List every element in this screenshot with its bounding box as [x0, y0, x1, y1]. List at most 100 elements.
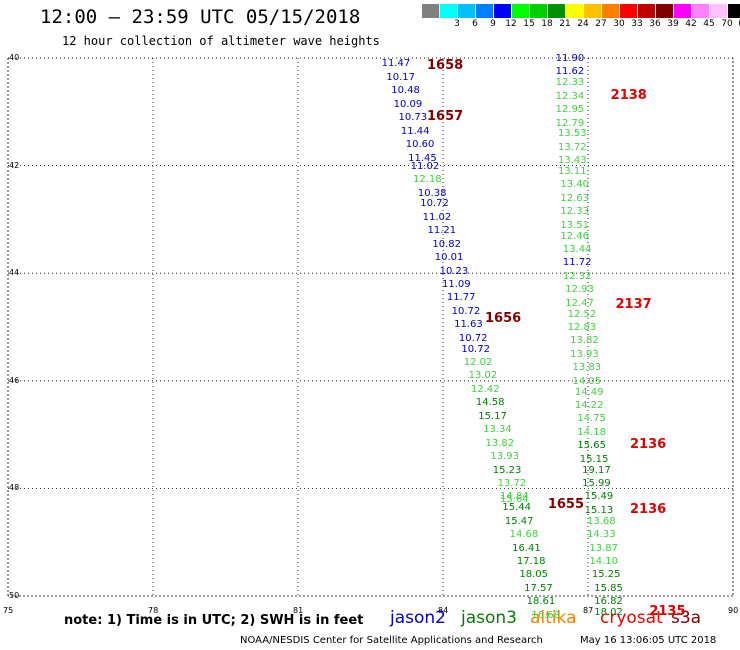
jason3-wave-height-value: 12.93: [565, 284, 594, 296]
jason3-wave-height-value: 13.11: [558, 165, 587, 177]
jason3-wave-height-value: 14.10: [589, 556, 619, 568]
jason2-wave-height-value: 11.44: [400, 125, 430, 137]
jason2-wave-height-value: 10.72: [458, 332, 488, 344]
jason3-wave-height-value: 12.52: [567, 308, 597, 320]
jason3-wave-height-value: 15.65: [577, 440, 606, 452]
legend-swatch: 39: [655, 4, 679, 31]
jason3-wave-height-value: 12.46: [560, 230, 590, 242]
jason3-wave-height-value: 13.93: [570, 348, 599, 360]
legend-label: 6: [472, 19, 478, 29]
jason2-wave-height-value: 10.23: [439, 265, 469, 277]
legend-label: 15: [523, 19, 535, 29]
jason3-wave-height-value: 12.63: [560, 192, 590, 204]
jason2-wave-height-value: 10.73: [398, 112, 428, 124]
jason2-wave-height-value: 10.09: [393, 98, 423, 110]
longitude-tick-label: 87: [583, 606, 594, 615]
jason2-wave-height-value: 11.21: [427, 225, 457, 237]
jason2-wave-height-value: 13.93: [490, 451, 519, 463]
jason3-pass-time: 2136: [630, 437, 667, 453]
legend-label: (ft): [738, 18, 740, 31]
legend-swatch: 45: [691, 4, 715, 31]
jason2-wave-height-value: 17.57: [524, 582, 553, 594]
jason2-wave-height-value: 18.61: [526, 596, 556, 608]
jason3-wave-height-value: 13.87: [589, 542, 619, 554]
longitude-tick-label: 78: [148, 606, 159, 615]
jason2-wave-height-value: 10.01: [434, 252, 464, 264]
page-subtitle: 12 hour collection of altimeter wave hei…: [62, 34, 380, 48]
jason3-wave-height-value: 15.85: [594, 582, 623, 594]
credit-line: NOAA/NESDIS Center for Satellite Applica…: [240, 635, 543, 646]
jason3-wave-height-value: 18.02: [594, 607, 623, 619]
jason3-wave-height-value: 11.62: [555, 66, 585, 78]
jason2-wave-height-value: 16.68: [531, 609, 561, 621]
longitude-tick-label: 90: [728, 606, 739, 615]
jason3-wave-height-value: 12.33: [555, 77, 585, 89]
latitude-tick-label: 44: [9, 268, 20, 278]
latitude-tick-label: 46: [9, 375, 20, 385]
latitude-tick-label: 42: [9, 160, 20, 170]
jason2-wave-height-value: 12.02: [463, 356, 493, 368]
legend-label: 70: [721, 19, 733, 29]
jason2-wave-height-value: 15.44: [502, 502, 532, 514]
legend-swatch: 18: [529, 4, 553, 31]
map-frame: [7, 57, 734, 597]
jason3-wave-height-value: 13.68: [587, 515, 616, 527]
jason2-pass-time: 1657: [427, 109, 464, 125]
latitude-tick-label: 40: [9, 53, 20, 62]
jason3-wave-height-value: 14.75: [577, 413, 606, 425]
jason2-wave-height-value: 14.84: [500, 491, 529, 503]
jason3-wave-height-value: 15.99: [582, 478, 611, 490]
latitude-tick-label: 48: [9, 483, 20, 493]
satellite-label-jason3: jason3: [461, 608, 517, 628]
jason2-wave-height-value: 15.64: [500, 494, 529, 506]
jason2-wave-height-value: 14.68: [509, 529, 539, 541]
jason2-wave-height-value: 10.48: [391, 85, 420, 97]
jason3-pass-time: 2136: [630, 501, 667, 517]
legend-label: 39: [667, 19, 679, 29]
jason2-wave-height-value: 14.58: [475, 397, 505, 409]
legend-label: 9: [490, 19, 496, 29]
jason3-pass-time: 2138: [610, 87, 647, 103]
legend-swatch: 27: [583, 4, 607, 31]
jason2-wave-height-value: 11.02: [422, 211, 452, 223]
jason2-wave-height-value: 11.77: [446, 292, 476, 304]
jason2-pass-time: 1658: [427, 58, 464, 74]
legend-label: 24: [577, 19, 589, 29]
jason2-wave-height-value: 13.82: [485, 437, 515, 449]
legend-swatch: 36: [637, 4, 661, 31]
legend-label: 42: [685, 19, 697, 29]
jason3-wave-height-value: 14.33: [587, 529, 616, 541]
footnote: note: 1) Time is in UTC; 2) SWH is in fe…: [64, 613, 364, 628]
jason2-pass-time: 1656: [485, 310, 522, 326]
jason3-wave-height-value: 12.83: [567, 322, 597, 333]
legend-swatch: 42: [673, 4, 697, 31]
jason2-wave-height-value: 12.42: [471, 383, 500, 395]
jason2-wave-height-value: 13.72: [497, 478, 527, 490]
jason2-wave-height-value: 18.05: [519, 569, 548, 581]
jason3-wave-height-value: 12.33: [560, 206, 590, 218]
jason2-wave-height-value: 10.38: [417, 187, 447, 199]
jason3-pass-time: 2137: [615, 297, 652, 313]
jason2-wave-height-value: 13.02: [468, 370, 498, 382]
jason3-wave-height-value: 16.82: [594, 596, 623, 608]
legend-swatch: (ft): [727, 4, 740, 31]
latitude-tick-label: 50: [9, 591, 20, 600]
jason3-wave-height-value: 13.83: [572, 362, 602, 374]
jason2-wave-height-value: 10.82: [432, 238, 461, 250]
jason3-wave-height-value: 11.90: [555, 53, 585, 64]
jason3-wave-height-value: 15.15: [579, 453, 609, 465]
legend-swatch: 33: [619, 4, 643, 31]
jason3-wave-height-value: 14.22: [574, 400, 604, 411]
jason2-wave-height-value: 15.23: [492, 464, 522, 476]
jason2-wave-height-value: 11.47: [381, 58, 411, 70]
legend-label: 3: [454, 19, 460, 29]
jason2-wave-height-value: 11.63: [454, 319, 483, 331]
jason3-wave-height-value: 19.17: [582, 464, 611, 476]
legend-label: 21: [559, 19, 571, 29]
longitude-tick-label: 84: [438, 606, 449, 615]
legend-label: 45: [703, 19, 715, 29]
longitude-tick-label: 81: [293, 606, 304, 615]
jason3-wave-height-value: 13.53: [558, 128, 587, 140]
